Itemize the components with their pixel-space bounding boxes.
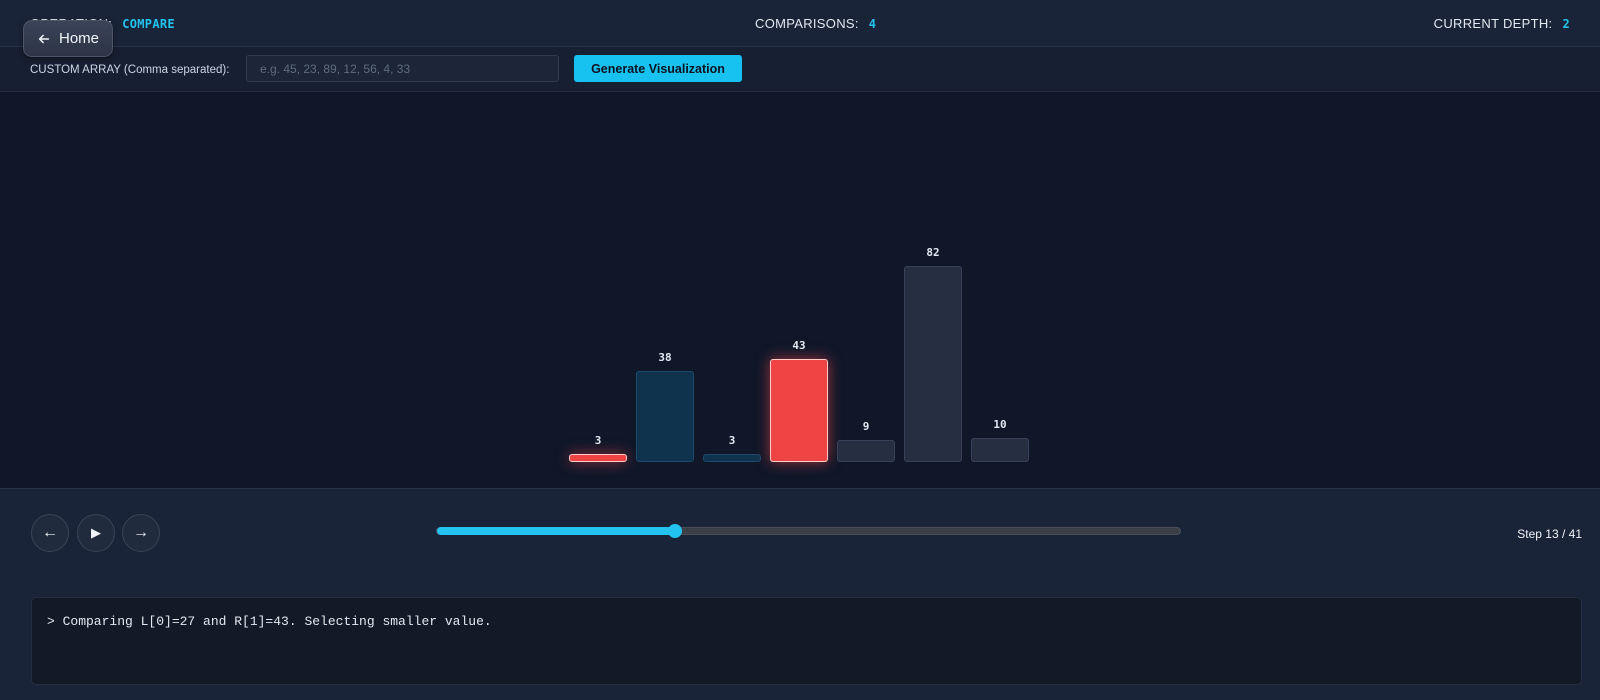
array-bar-rect [837,440,895,462]
step-slider-fill [437,527,675,535]
array-bar-value: 38 [658,351,672,364]
array-bar: 9 [837,420,895,462]
array-bar-value: 9 [862,420,870,433]
arrow-left-icon [38,34,50,43]
array-bar-rect [636,371,694,462]
array-bar: 3 [569,434,627,462]
custom-array-label: CUSTOM ARRAY (Comma separated): [30,64,230,76]
array-bar-value: 3 [594,434,602,447]
depth-value: 2 [1562,17,1570,31]
bar-visualization: 3 38 3 43 9 82 10 [0,92,1600,488]
array-bar: 3 [703,434,761,462]
step-counter: Step 13 / 41 [1517,527,1582,541]
array-bar-rect [569,454,627,462]
next-step-button[interactable]: → [122,514,160,552]
previous-step-button[interactable]: ← [31,514,69,552]
play-button[interactable]: ▶ [77,514,115,552]
array-bar-value: 43 [792,339,806,352]
array-bar: 43 [770,339,828,462]
array-bar: 10 [971,418,1029,462]
array-bar-rect [770,359,828,462]
custom-array-input[interactable] [246,55,559,82]
array-bar: 38 [636,351,694,462]
play-icon: ▶ [91,525,101,540]
custom-array-bar: CUSTOM ARRAY (Comma separated): Generate… [0,47,1600,92]
step-slider-thumb[interactable] [667,524,682,538]
comparisons-label: Comparisons: [755,16,859,31]
array-bar-value: 3 [728,434,736,447]
log-console: > Comparing L[0]=27 and R[1]=43. Selecti… [31,597,1582,685]
arrow-left-icon: ← [42,524,58,541]
depth-label: Current Depth: [1433,16,1553,31]
playback-controls: ← ▶ → Step 13 / 41 > Comparing L[0]=27 a… [0,488,1600,700]
array-bar-value: 10 [993,418,1007,431]
home-button[interactable]: Home [23,20,113,57]
home-button-label: Home [58,30,99,47]
operation-value: COMPARE [122,17,175,31]
array-bar-rect [904,266,962,462]
arrow-right-icon: → [133,524,149,541]
comparisons-value: 4 [868,17,877,31]
array-bar: 82 [904,246,962,462]
generate-visualization-button[interactable]: Generate Visualization [574,55,742,82]
comparisons-stat: Comparisons: 4 [755,16,876,31]
step-slider[interactable] [436,524,1181,538]
array-bar-value: 82 [926,246,940,259]
stats-header: Operation:COMPARE Comparisons:4 Current … [0,0,1600,47]
array-bar-rect [971,438,1029,462]
array-bar-rect [703,454,761,462]
depth-stat: Current Depth: 2 [1434,16,1570,31]
